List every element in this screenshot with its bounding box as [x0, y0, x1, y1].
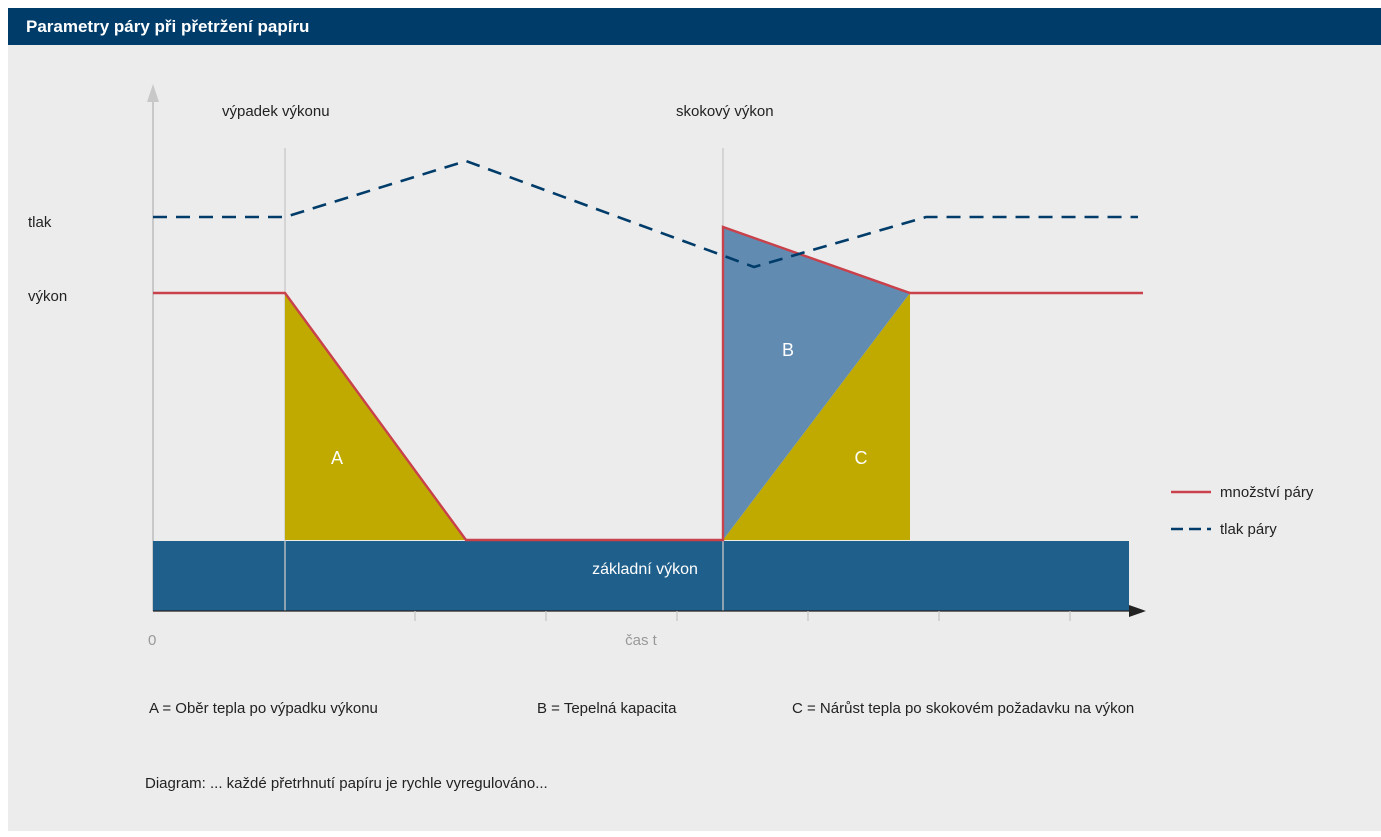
legend-steam-amount-label: množství páry [1220, 484, 1314, 501]
x-axis-arrow [1129, 605, 1146, 617]
drop-label: výpadek výkonu [222, 103, 330, 120]
page-title: Parametry páry při přetržení papíru [26, 17, 310, 36]
footer-note: Diagram: ... každé přetrhnutí papíru je … [145, 775, 548, 792]
area-b-label: B [782, 340, 794, 360]
y-label-pressure: tlak [28, 214, 52, 231]
x-axis-ticks [414, 611, 1071, 621]
x-axis-label: čas t [625, 632, 658, 649]
steam-pressure-line [153, 159, 1138, 269]
x-zero-label: 0 [148, 632, 156, 649]
legend-steam-pressure-label: tlak páry [1220, 521, 1277, 538]
title-bar: Parametry páry při přetržení papíru [8, 8, 1381, 45]
caption-c: C = Nárůst tepla po skokovém požadavku n… [792, 700, 1135, 717]
area-b-heat-capacity [723, 227, 910, 540]
caption-b: B = Tepelná kapacita [537, 700, 677, 717]
base-power-bar [153, 541, 1129, 611]
jump-label: skokový výkon [676, 103, 774, 120]
y-label-power: výkon [28, 288, 67, 305]
area-a-label: A [331, 448, 343, 468]
y-axis-arrow [147, 84, 159, 102]
steam-diagram: výpadek výkonu skokový výkon tlak výkon … [28, 84, 1314, 649]
caption-a: A = Oběr tepla po výpadku výkonu [149, 700, 378, 717]
diagram-frame: Parametry páry při přetržení papíru [8, 8, 1381, 831]
area-c-label: C [855, 448, 868, 468]
steam-amount-line [153, 225, 1143, 542]
base-power-label: základní výkon [592, 561, 698, 578]
